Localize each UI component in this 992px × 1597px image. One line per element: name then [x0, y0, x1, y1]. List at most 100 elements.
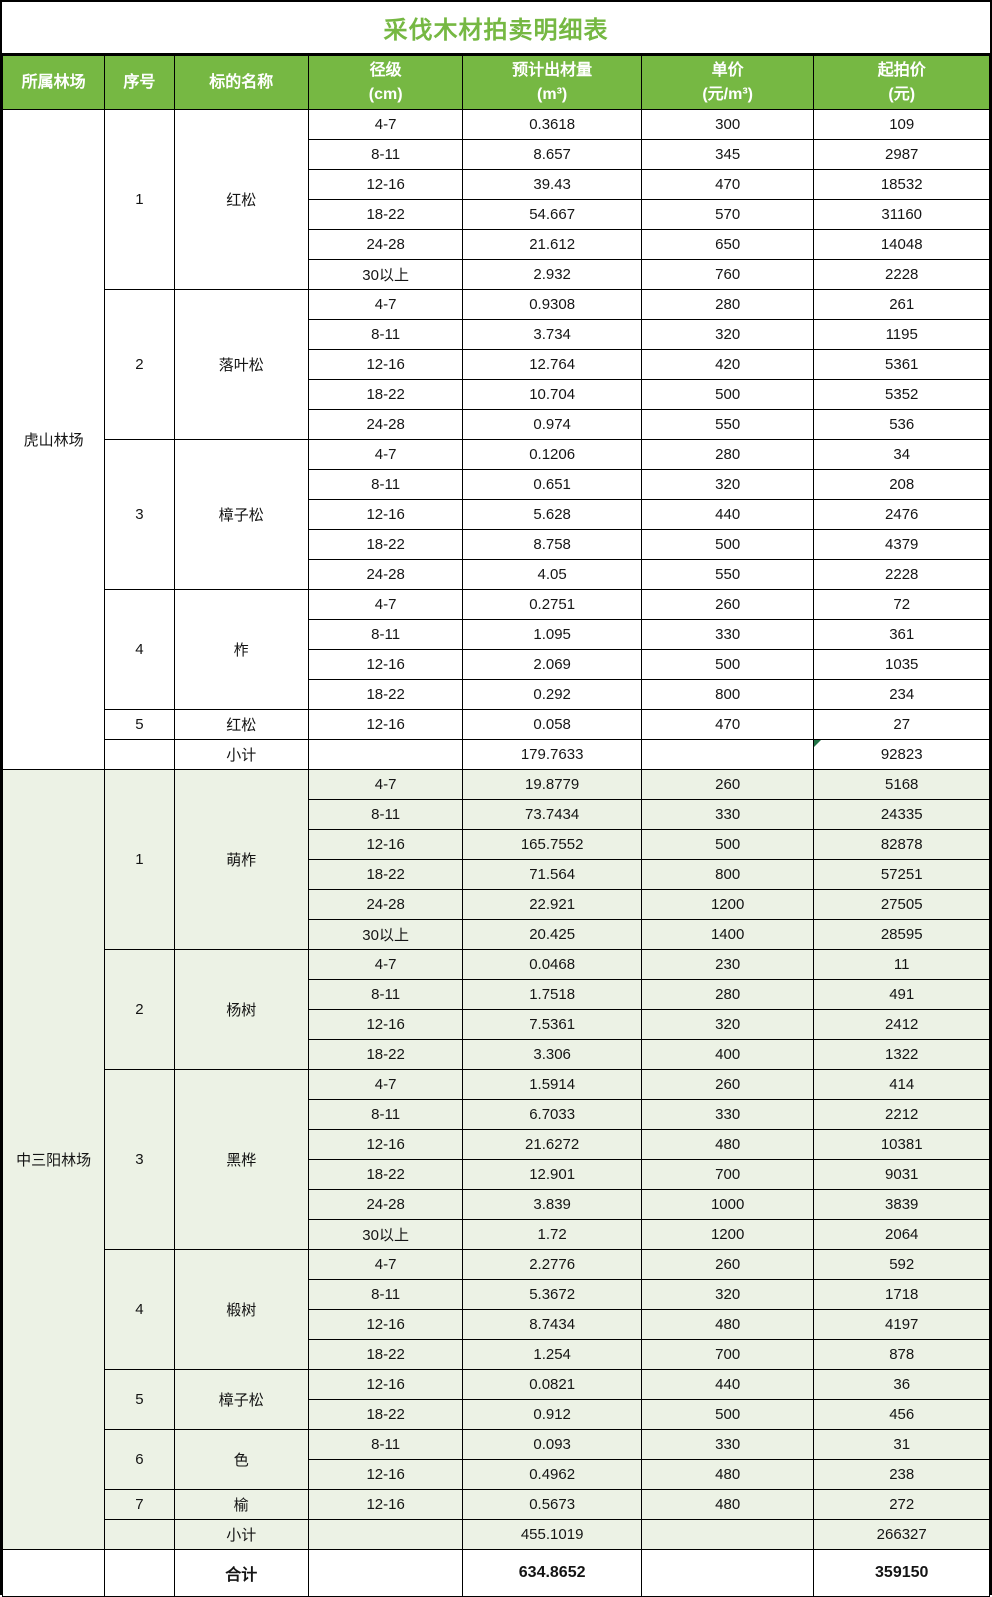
unit-price-cell: 280 — [640, 289, 815, 320]
unit-price-cell: 330 — [640, 1099, 815, 1130]
unit-price-cell: 480 — [640, 1129, 815, 1160]
species-cell: 落叶松 — [173, 289, 309, 440]
volume-cell: 1.7518 — [462, 979, 642, 1010]
size-cell: 8-11 — [307, 799, 464, 830]
volume-cell: 5.628 — [462, 499, 642, 530]
start-price-cell: 456 — [813, 1399, 990, 1430]
size-cell: 18-22 — [307, 1339, 464, 1370]
unit-price-cell: 760 — [640, 259, 815, 290]
size-cell — [307, 739, 464, 770]
volume-cell: 2.069 — [462, 649, 642, 680]
volume-cell: 22.921 — [462, 889, 642, 920]
volume-cell: 3.839 — [462, 1189, 642, 1220]
species-cell: 柞 — [173, 589, 309, 710]
start-price-cell: 11 — [813, 949, 990, 980]
size-cell: 12-16 — [307, 1459, 464, 1490]
start-price-cell: 592 — [813, 1249, 990, 1280]
group-no-cell — [104, 1549, 175, 1597]
size-cell: 12-16 — [307, 649, 464, 680]
size-cell — [307, 1519, 464, 1550]
unit-price-cell: 500 — [640, 529, 815, 560]
size-cell: 4-7 — [307, 289, 464, 320]
table-row: 8-11 6.7033 330 2212 — [3, 1099, 990, 1130]
column-header-start-price: 起拍价 (元) — [813, 55, 990, 110]
table-row: 5 樟子松 12-16 0.0821 440 36 — [3, 1369, 990, 1430]
table-row: 2 杨树 4-7 0.0468 230 11 — [3, 949, 990, 1070]
subtotal-row: 小计 179.7633 92823 — [3, 739, 990, 770]
table-row: 中三阳林场 1 萌柞 4-7 19.8779 260 5168 — [1, 769, 990, 1550]
volume-cell: 0.4962 — [462, 1459, 642, 1490]
start-price-cell: 234 — [813, 679, 990, 710]
start-price-cell: 82878 — [813, 829, 990, 860]
start-price-cell: 27505 — [813, 889, 990, 920]
size-cell: 30以上 — [307, 259, 464, 290]
table-row: 12-16 165.7552 500 82878 — [3, 829, 990, 860]
volume-cell: 165.7552 — [462, 829, 642, 860]
volume-cell: 20.425 — [462, 919, 642, 950]
start-price-cell: 2228 — [813, 559, 990, 590]
unit-price-cell: 320 — [640, 1009, 815, 1040]
start-price-cell: 2228 — [813, 259, 990, 290]
table-row: 2 落叶松 4-7 0.9308 280 261 — [3, 289, 990, 440]
unit-price-cell — [640, 739, 815, 770]
start-price-cell: 27 — [813, 709, 990, 740]
start-price-cell: 266327 — [813, 1519, 990, 1550]
unit-price-cell: 570 — [640, 199, 815, 230]
volume-cell: 0.292 — [462, 679, 642, 710]
start-price-cell: 2412 — [813, 1009, 990, 1040]
start-price-cell: 4379 — [813, 529, 990, 560]
unit-price-cell: 440 — [640, 1369, 815, 1400]
volume-cell: 10.704 — [462, 379, 642, 410]
size-cell: 12-16 — [307, 499, 464, 530]
group-no-cell: 3 — [104, 1069, 175, 1250]
volume-cell: 3.734 — [462, 319, 642, 350]
volume-cell: 0.3618 — [462, 109, 642, 140]
volume-cell: 0.9308 — [462, 289, 642, 320]
size-cell: 12-16 — [307, 1129, 464, 1160]
unit-price-cell: 330 — [640, 619, 815, 650]
size-cell: 4-7 — [307, 769, 464, 800]
table-row: 7 榆 12-16 0.5673 480 272 — [3, 1489, 990, 1520]
unit-price-cell: 1400 — [640, 919, 815, 950]
table-row: 18-22 10.704 500 5352 — [3, 379, 990, 410]
start-price-cell: 10381 — [813, 1129, 990, 1160]
volume-cell: 8.657 — [462, 139, 642, 170]
size-cell: 30以上 — [307, 1219, 464, 1250]
start-price-cell: 9031 — [813, 1159, 990, 1190]
volume-cell: 12.764 — [462, 349, 642, 380]
start-price-cell: 208 — [813, 469, 990, 500]
start-price-cell: 536 — [813, 409, 990, 440]
table-row: 8-11 0.651 320 208 — [3, 469, 990, 500]
size-cell: 18-22 — [307, 1399, 464, 1430]
page-title: 采伐木材拍卖明细表 — [383, 17, 609, 44]
unit-price-cell: 700 — [640, 1339, 815, 1370]
size-cell: 12-16 — [307, 1369, 464, 1400]
unit-price-cell: 260 — [640, 1249, 815, 1280]
size-cell: 8-11 — [307, 469, 464, 500]
unit-price-cell: 500 — [640, 379, 815, 410]
unit-price-cell: 500 — [640, 1399, 815, 1430]
volume-cell: 179.7633 — [462, 739, 642, 770]
unit-price-cell: 1200 — [640, 889, 815, 920]
table-row: 12-16 12.764 420 5361 — [3, 349, 990, 380]
unit-price-cell: 260 — [640, 769, 815, 800]
unit-price-cell: 320 — [640, 1279, 815, 1310]
volume-cell: 73.7434 — [462, 799, 642, 830]
unit-price-cell: 470 — [640, 709, 815, 740]
start-price-cell: 18532 — [813, 169, 990, 200]
table-row: 8-11 5.3672 320 1718 — [3, 1279, 990, 1310]
size-cell: 12-16 — [307, 1489, 464, 1520]
unit-price-cell: 500 — [640, 649, 815, 680]
size-cell: 4-7 — [307, 589, 464, 620]
size-cell: 18-22 — [307, 1039, 464, 1070]
start-price-cell: 5168 — [813, 769, 990, 800]
volume-cell: 19.8779 — [462, 769, 642, 800]
size-cell — [307, 1549, 464, 1597]
volume-cell: 2.932 — [462, 259, 642, 290]
species-cell: 杨树 — [173, 949, 309, 1070]
volume-cell: 634.8652 — [462, 1549, 642, 1597]
volume-cell: 6.7033 — [462, 1099, 642, 1130]
species-cell: 椴树 — [173, 1249, 309, 1370]
size-cell: 8-11 — [307, 619, 464, 650]
volume-cell: 0.1206 — [462, 439, 642, 470]
